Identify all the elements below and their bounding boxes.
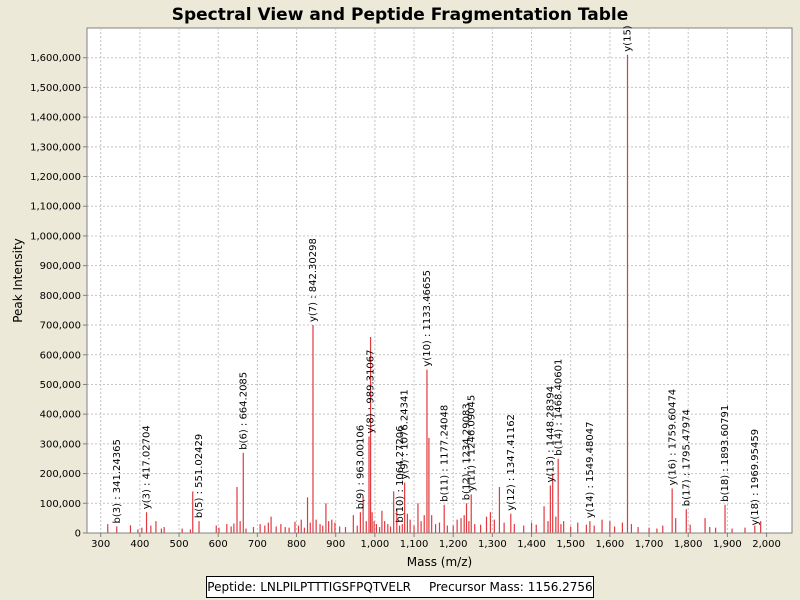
peptide-label: Peptide: [207,580,257,594]
y-tick-label: 1,500,000 [30,83,81,94]
x-tick-label: 1,400 [517,539,546,550]
precursor-value: 1156.2756 [527,580,593,594]
peak-annotation: y(13) : 1448.28394 [545,386,556,483]
y-tick-label: 300,000 [40,439,81,450]
peak-annotation: b(6) : 664.2085 [238,372,249,450]
y-tick-label: 100,000 [40,499,81,510]
peak-annotation: y(11) : 1246.09045 [466,395,477,492]
y-tick-label: 1,300,000 [30,142,81,153]
x-tick-label: 400 [130,539,149,550]
y-tick-label: 700,000 [40,321,81,332]
x-tick-label: 2,000 [752,539,781,550]
x-tick-label: 300 [91,539,110,550]
x-tick-label: 1,600 [596,539,625,550]
peak-annotation: y(10) : 1133.46655 [422,270,433,367]
peak-annotation: y(7) : 842.30298 [308,238,319,322]
x-tick-label: 1,700 [635,539,664,550]
peak-annotation: y(12) : 1347.41162 [506,414,517,511]
peak-annotation: y(15) [623,25,634,52]
x-tick-label: 1,200 [439,539,468,550]
y-axis-title: Peak Intensity [11,238,25,323]
chart-title: Spectral View and Peptide Fragmentation … [172,5,629,25]
peak-annotation: b(10) : 1064.27206 [395,426,406,523]
peak-annotation: y(3) : 417.02704 [142,425,153,509]
y-tick-label: 1,000,000 [30,231,81,242]
peptide-value: LNLPILPTTTIGSFPQTVELR [260,580,411,594]
precursor-label: Precursor Mass: [428,580,524,594]
precursor-info: Precursor Mass: 1156.2756 [429,577,593,597]
x-tick-label: 1,500 [556,539,585,550]
y-tick-label: 1,100,000 [30,202,81,213]
x-tick-label: 1,000 [361,539,390,550]
x-tick-label: 1,300 [478,539,507,550]
peak-annotation: b(18) : 1893.60791 [720,405,731,502]
axes: 0 100,000 200,000 300,000 400,000 500,000 600,… [30,28,792,550]
y-tick-label: 600,000 [40,350,81,361]
peak-annotation: y(14) : 1549.48047 [585,421,596,518]
peak-annotation: b(5) : 551.02429 [194,434,205,518]
plot-area [86,27,793,534]
peak-annotation: b(14) : 1468.40601 [553,359,564,456]
x-tick-label: 1,100 [400,539,429,550]
y-tick-label: 1,400,000 [30,113,81,124]
y-tick-label: 400,000 [40,410,81,421]
y-tick-label: 0 [75,529,81,540]
peak-annotation: y(9) : 1076.24341 [400,389,411,479]
peak-annotation: y(8) : 989.31067 [366,350,377,434]
y-tick-label: 1,200,000 [30,172,81,183]
grid-lines [87,28,792,533]
peaks [107,54,762,533]
y-tick-label: 200,000 [40,469,81,480]
peak-annotation: b(9) : 963.00106 [355,425,366,509]
peptide-legend: Peptide: LNLPILPTTTIGSFPQTVELR Precursor … [206,576,594,598]
x-tick-label: 900 [326,539,345,550]
x-tick-label: 1,900 [713,539,742,550]
y-tick-label: 500,000 [40,380,81,391]
y-tick-label: 800,000 [40,291,81,302]
y-tick-label: 900,000 [40,261,81,272]
peak-annotation: y(16) : 1759.60474 [667,389,678,486]
x-tick-label: 800 [287,539,306,550]
x-tick-label: 500 [169,539,188,550]
peptide-info: Peptide: LNLPILPTTTIGSFPQTVELR [207,577,411,597]
peak-annotations: b(3) : 341.24365 y(3) : 417.02704 b(5) : 5… [112,25,761,525]
peak-annotation: b(17) : 1795.47974 [681,409,692,506]
x-tick-label: 600 [209,539,228,550]
x-axis-title: Mass (m/z) [407,555,472,569]
peak-annotation: y(18) : 1969.95459 [750,429,761,526]
peak-annotation: b(12) : 1234.29083 [462,403,473,500]
x-tick-label: 1,800 [674,539,703,550]
peak-annotation: b(3) : 341.24365 [112,439,123,523]
x-tick-label: 700 [248,539,267,550]
peak-annotation: b(11) : 1177.24048 [439,405,450,502]
y-tick-label: 1,600,000 [30,53,81,64]
